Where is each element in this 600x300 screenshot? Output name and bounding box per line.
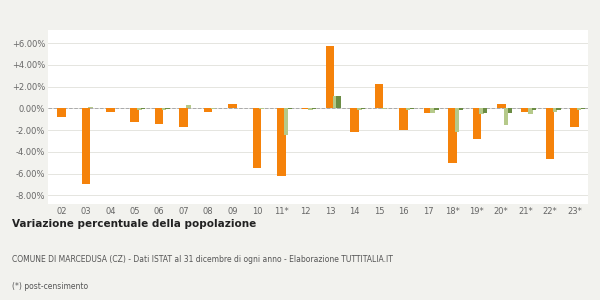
Bar: [375, 84, 383, 108]
Bar: [581, 108, 585, 110]
Bar: [508, 108, 512, 112]
Bar: [577, 108, 581, 110]
Bar: [57, 108, 66, 117]
Bar: [302, 108, 310, 110]
Bar: [406, 108, 410, 110]
Bar: [410, 108, 414, 110]
Bar: [308, 108, 313, 110]
Text: (*) post-censimento: (*) post-censimento: [12, 282, 88, 291]
Bar: [504, 108, 508, 124]
Bar: [88, 107, 93, 108]
Bar: [361, 108, 365, 110]
Bar: [473, 108, 481, 139]
Bar: [284, 108, 288, 136]
Bar: [382, 108, 386, 110]
Bar: [458, 108, 463, 110]
Bar: [483, 108, 487, 112]
Bar: [399, 108, 408, 130]
Bar: [528, 108, 533, 114]
Bar: [553, 108, 557, 112]
Bar: [532, 108, 536, 110]
Bar: [155, 108, 163, 124]
Bar: [333, 96, 337, 108]
Bar: [497, 104, 506, 108]
Bar: [204, 108, 212, 112]
Bar: [106, 108, 115, 112]
Bar: [287, 108, 292, 110]
Bar: [186, 105, 191, 108]
Bar: [179, 108, 188, 127]
Bar: [455, 108, 459, 132]
Bar: [448, 108, 457, 163]
Text: Variazione percentuale della popolazione: Variazione percentuale della popolazione: [12, 219, 256, 229]
Bar: [326, 46, 334, 108]
Bar: [570, 108, 579, 127]
Bar: [141, 108, 145, 110]
Bar: [166, 108, 170, 110]
Bar: [546, 108, 554, 159]
Bar: [82, 108, 90, 184]
Bar: [259, 108, 264, 110]
Bar: [130, 108, 139, 122]
Bar: [228, 104, 237, 108]
Bar: [556, 108, 561, 110]
Bar: [337, 96, 341, 108]
Bar: [479, 108, 484, 114]
Bar: [161, 108, 166, 110]
Bar: [312, 108, 316, 110]
Text: COMUNE DI MARCEDUSA (CZ) - Dati ISTAT al 31 dicembre di ogni anno - Elaborazione: COMUNE DI MARCEDUSA (CZ) - Dati ISTAT al…: [12, 255, 393, 264]
Bar: [430, 108, 435, 112]
Bar: [350, 108, 359, 132]
Bar: [434, 108, 439, 110]
Bar: [277, 108, 286, 176]
Bar: [424, 108, 432, 112]
Bar: [211, 108, 215, 110]
Bar: [521, 108, 530, 112]
Bar: [253, 108, 261, 168]
Bar: [137, 108, 142, 110]
Bar: [357, 108, 362, 110]
